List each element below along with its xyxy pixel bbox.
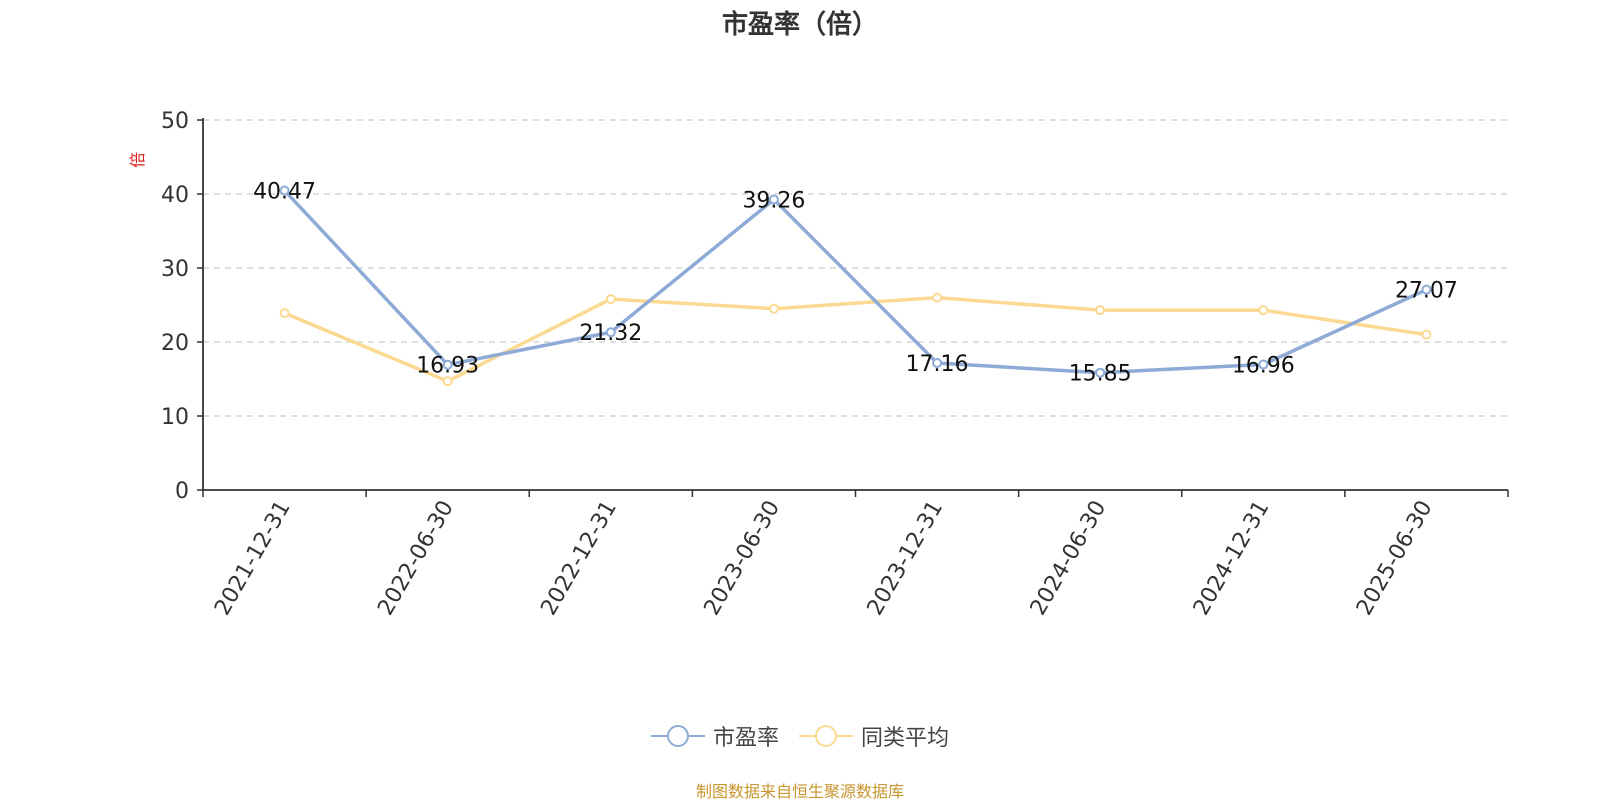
x-tick-label: 2023-06-30 (700, 497, 786, 620)
y-tick-label: 50 (161, 109, 189, 134)
data-point (1421, 329, 1432, 340)
label-layer: 40.47 16.93 21.32 39.26 17.16 15.85 16.96 27.07 (253, 180, 1458, 387)
data-point (932, 358, 943, 369)
data-point (1095, 367, 1106, 378)
y-tick-label: 40 (161, 183, 189, 208)
x-tick-label: 2024-12-31 (1189, 497, 1275, 620)
series-line-1 (283, 295, 1427, 383)
x-tick-label: 2024-06-30 (1026, 497, 1112, 620)
data-point (768, 194, 779, 205)
chart-title: 市盈率（倍） (721, 10, 878, 40)
data-point (1258, 359, 1269, 370)
x-tick-label: 2023-12-31 (863, 497, 949, 620)
data-point (279, 308, 290, 319)
legend-item-0[interactable]: 市盈率 (650, 720, 779, 752)
x-tick-label: 2022-12-31 (536, 497, 622, 620)
data-label: 27.07 (1395, 279, 1458, 304)
data-label: 16.93 (416, 354, 479, 379)
data-label: 39.26 (742, 188, 805, 213)
legend-label: 市盈率 (712, 726, 779, 751)
series-line-0 (283, 189, 1428, 375)
y-tick-label: 20 (161, 331, 189, 356)
data-point (605, 294, 616, 305)
legend-swatch (650, 725, 705, 747)
data-point (605, 327, 616, 338)
data-point (442, 359, 453, 370)
legend-swatch (799, 725, 853, 747)
data-point (1258, 305, 1269, 316)
legend: 市盈率 同类平均 (0, 720, 1600, 752)
data-label: 16.96 (1232, 353, 1295, 378)
legend-swatch-marker (666, 725, 689, 747)
series-layer (279, 185, 1432, 387)
data-label: 15.85 (1069, 362, 1132, 387)
data-point (442, 376, 453, 387)
y-tick-label: 0 (175, 479, 189, 504)
y-axis-label: 倍 (128, 152, 147, 168)
x-tick-label: 2025-06-30 (1352, 497, 1438, 620)
legend-label: 同类平均 (861, 726, 950, 751)
legend-swatch-marker (815, 725, 837, 747)
y-tick-label: 30 (161, 257, 189, 282)
x-tick-label: 2021-12-31 (210, 497, 296, 620)
axis-layer: 0 10 20 30 40 50 倍 2021-12-31 2022-06-30 2022-12-… (128, 109, 1509, 620)
source-note: 制图数据来自恒生聚源数据库 (695, 782, 904, 801)
data-label: 21.32 (579, 321, 642, 346)
data-label: 17.16 (906, 352, 969, 377)
data-point (1421, 284, 1432, 295)
data-point (279, 185, 290, 196)
legend-item-1[interactable]: 同类平均 (799, 720, 949, 752)
data-point (932, 292, 943, 303)
grid-layer (203, 119, 1508, 417)
data-point (768, 303, 779, 314)
y-tick-label: 10 (161, 405, 189, 430)
data-label: 40.47 (253, 180, 316, 205)
x-tick-label: 2022-06-30 (373, 497, 459, 620)
data-point (1095, 305, 1106, 316)
